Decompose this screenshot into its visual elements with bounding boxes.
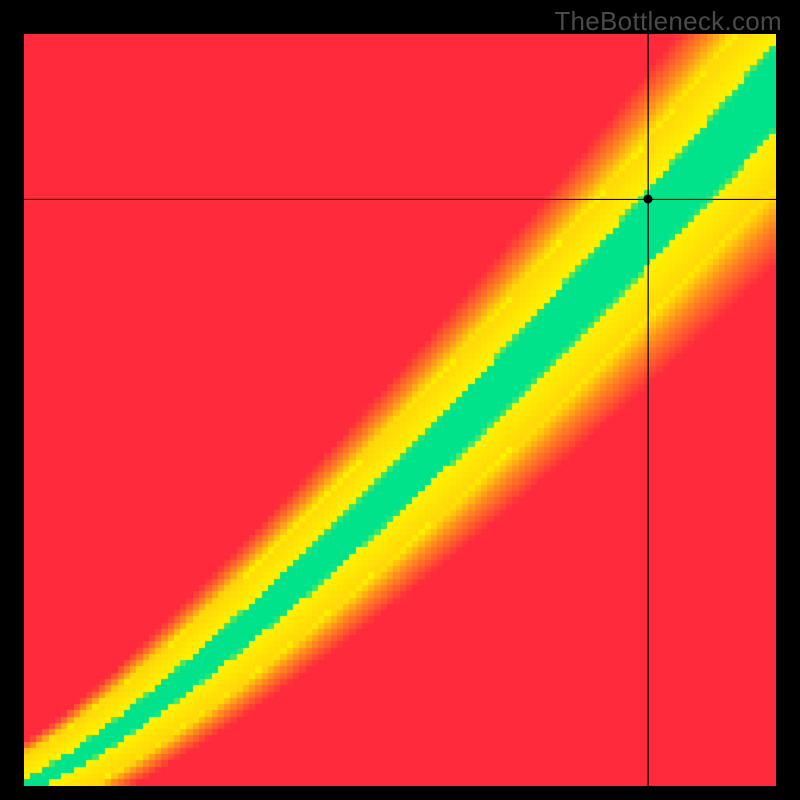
watermark-text: TheBottleneck.com (554, 6, 782, 37)
heatmap-canvas (24, 34, 776, 786)
chart-area (24, 34, 776, 786)
